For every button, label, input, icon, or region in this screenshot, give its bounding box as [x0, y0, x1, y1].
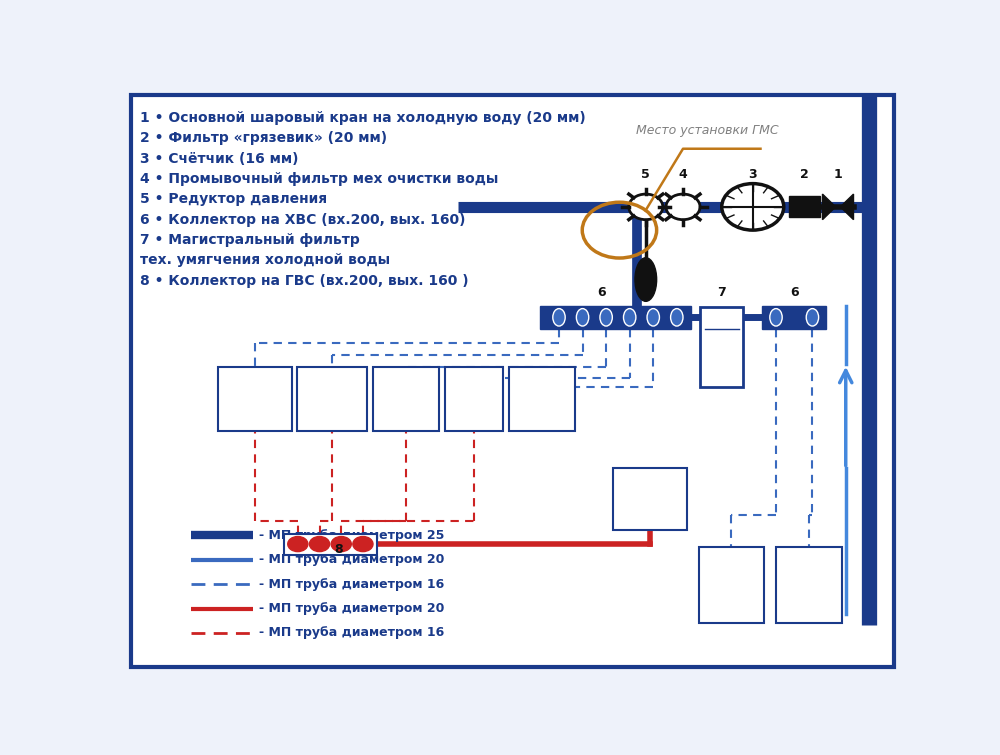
- Text: 7: 7: [717, 285, 726, 299]
- Text: 8: 8: [334, 544, 343, 556]
- Text: Посудо-
моечная
машина: Посудо- моечная машина: [780, 563, 838, 606]
- Ellipse shape: [770, 309, 782, 326]
- Ellipse shape: [635, 257, 657, 301]
- Circle shape: [309, 537, 330, 552]
- Ellipse shape: [671, 309, 683, 326]
- Bar: [218, 367, 292, 430]
- Text: 6: 6: [790, 285, 799, 299]
- Circle shape: [666, 194, 700, 220]
- Ellipse shape: [623, 309, 636, 326]
- Bar: [776, 547, 842, 623]
- Text: 3 • Счётчик (16 мм): 3 • Счётчик (16 мм): [140, 152, 299, 165]
- Text: 8 • Коллектор на ГВС (вх.200, вых. 160 ): 8 • Коллектор на ГВС (вх.200, вых. 160 ): [140, 274, 469, 288]
- Circle shape: [629, 194, 663, 220]
- Ellipse shape: [806, 309, 819, 326]
- Text: 1: 1: [834, 168, 842, 180]
- Polygon shape: [840, 194, 854, 220]
- Text: 1 • Основной шаровый кран на холодную воду (20 мм): 1 • Основной шаровый кран на холодную во…: [140, 111, 586, 125]
- Text: 2: 2: [800, 168, 809, 180]
- Text: Место установки ГМС: Место установки ГМС: [637, 124, 779, 137]
- Circle shape: [353, 537, 373, 552]
- Text: - МП труба диаметром 25: - МП труба диаметром 25: [259, 528, 444, 542]
- Bar: [445, 367, 503, 430]
- Circle shape: [722, 183, 784, 230]
- Polygon shape: [822, 194, 836, 220]
- Text: - МП труба диаметром 16: - МП труба диаметром 16: [259, 627, 444, 639]
- Text: Котёл
(ГВС): Котёл (ГВС): [629, 485, 671, 513]
- Bar: [762, 306, 826, 329]
- Text: 6 • Коллектор на ХВС (вх.200, вых. 160): 6 • Коллектор на ХВС (вх.200, вых. 160): [140, 213, 466, 226]
- Text: 2 • Фильтр «грязевик» (20 мм): 2 • Фильтр «грязевик» (20 мм): [140, 131, 388, 145]
- Text: 4: 4: [679, 168, 687, 180]
- Text: Ванна: Ванна: [385, 392, 427, 405]
- Circle shape: [331, 537, 351, 552]
- Bar: [373, 367, 439, 430]
- Bar: [297, 367, 367, 430]
- Ellipse shape: [553, 309, 565, 326]
- Text: Кухонная
мойка: Кухонная мойка: [222, 385, 287, 413]
- Text: Унитаз: Унитаз: [519, 392, 566, 405]
- Bar: [540, 306, 691, 329]
- Ellipse shape: [600, 309, 612, 326]
- Text: 5 • Редуктор давления: 5 • Редуктор давления: [140, 193, 328, 206]
- Text: 6: 6: [597, 285, 606, 299]
- Bar: [698, 547, 764, 623]
- Text: Стираль-
ная
машина: Стираль- ная машина: [701, 563, 762, 606]
- Bar: [700, 307, 743, 387]
- Bar: [613, 468, 687, 529]
- Text: 5: 5: [641, 168, 650, 180]
- Text: - МП труба диаметром 16: - МП труба диаметром 16: [259, 578, 444, 590]
- Text: Раковина: Раковина: [300, 392, 364, 405]
- Ellipse shape: [647, 309, 659, 326]
- Circle shape: [288, 537, 308, 552]
- Text: - МП труба диаметром 20: - МП труба диаметром 20: [259, 602, 444, 615]
- Text: - МП труба диаметром 20: - МП труба диаметром 20: [259, 553, 444, 566]
- Text: 7 • Магистральный фильтр: 7 • Магистральный фильтр: [140, 233, 360, 247]
- Text: 4 • Промывочный фильтр мех очистки воды: 4 • Промывочный фильтр мех очистки воды: [140, 172, 499, 186]
- Text: 3: 3: [748, 168, 757, 180]
- Bar: [509, 367, 575, 430]
- Ellipse shape: [576, 309, 589, 326]
- Bar: [284, 534, 377, 554]
- Text: тех. умягчения холодной воды: тех. умягчения холодной воды: [140, 254, 391, 267]
- Text: Биде: Биде: [457, 392, 491, 405]
- Bar: [789, 196, 820, 217]
